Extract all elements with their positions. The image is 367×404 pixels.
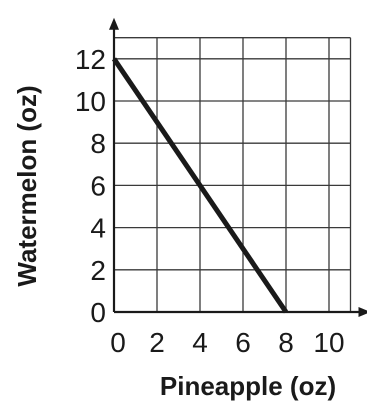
x-tick-label: 0 [110,327,126,358]
y-tick-label: 6 [90,170,106,201]
x-axis-title: Pineapple (oz) [160,371,336,401]
y-tick-label: 4 [90,213,106,244]
y-tick-label: 2 [90,255,106,286]
y-tick-label: 0 [90,297,106,328]
x-tick-label: 4 [192,327,208,358]
series-line [111,57,289,314]
x-tick-label: 10 [313,327,344,358]
axes [109,17,367,317]
x-axis-arrowhead [358,307,367,317]
x-tick-label: 6 [235,327,251,358]
y-tick-label: 8 [90,128,106,159]
y-axis-title: Watermelon (oz) [12,85,42,286]
y-tick-label: 10 [75,86,106,117]
series-layer [111,57,289,314]
grid [114,37,352,312]
y-tick-label: 12 [75,44,106,75]
y-axis-arrowhead [109,17,119,30]
x-tick-label: 8 [278,327,294,358]
x-tick-label: 2 [149,327,165,358]
